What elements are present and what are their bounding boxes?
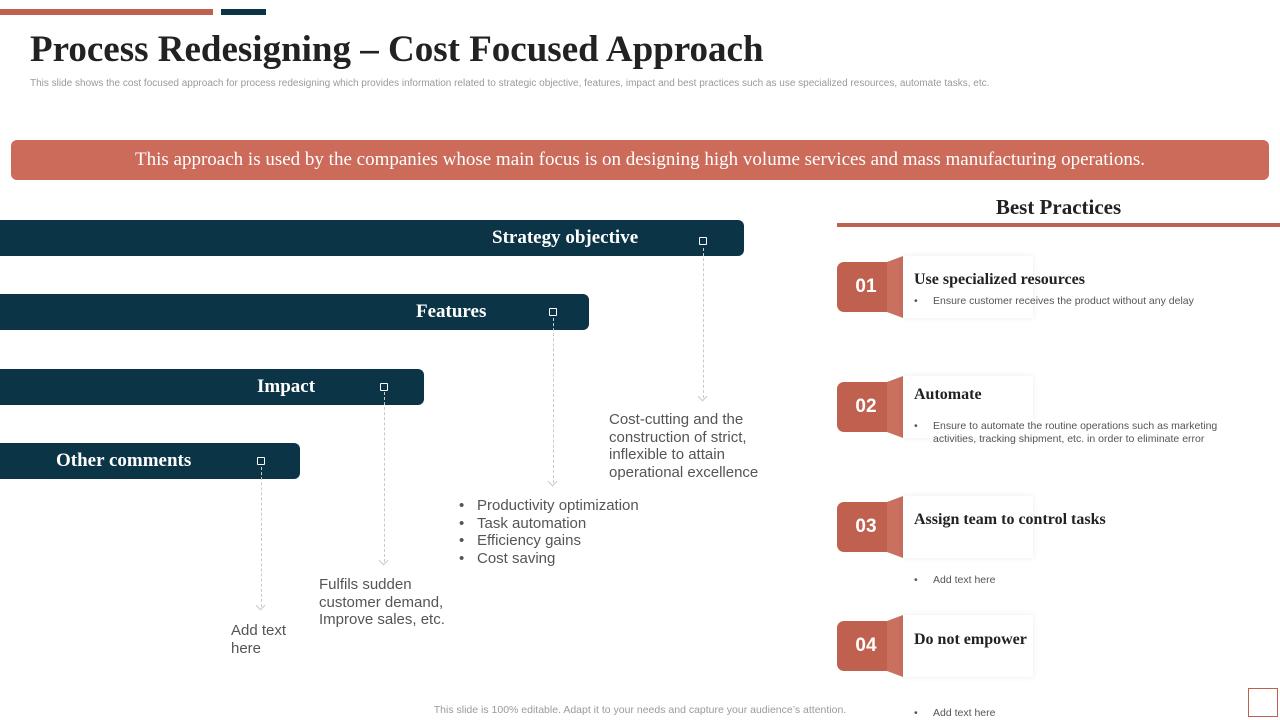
practice-number: 03 <box>837 502 895 552</box>
practice-fold <box>887 496 903 558</box>
bar-strategy-objective: Strategy objective <box>0 220 744 256</box>
note-features: Productivity optimization Task automatio… <box>459 497 679 567</box>
practice-number: 01 <box>837 262 895 312</box>
bar-label: Strategy objective <box>492 227 639 248</box>
page-subtitle: This slide shows the cost focused approa… <box>30 78 990 89</box>
connector-line <box>553 318 554 483</box>
connector-line <box>384 392 385 562</box>
practice-title: Do not empower <box>914 631 1027 648</box>
note-strategy: Cost-cutting and the construction of str… <box>609 411 759 481</box>
connector-arrow <box>378 555 389 566</box>
connector-node <box>380 383 388 391</box>
practice-number: 04 <box>837 621 895 671</box>
practice-fold <box>887 256 903 318</box>
note-other: Add text here <box>231 622 287 657</box>
practice-fold <box>887 376 903 438</box>
list-item: Efficiency gains <box>459 532 679 550</box>
practice-title: Assign team to control tasks <box>914 511 1106 528</box>
practice-desc: Ensure to automate the routine operation… <box>914 420 1263 446</box>
practice-number: 02 <box>837 382 895 432</box>
practice-card <box>903 496 1033 558</box>
practice-desc: Add text here <box>914 707 1263 720</box>
list-item: Cost saving <box>459 550 679 568</box>
connector-arrow <box>547 476 558 487</box>
practice-desc: Ensure customer receives the product wit… <box>914 295 1263 308</box>
practice-title: Use specialized resources <box>914 271 1085 288</box>
connector-line <box>261 467 262 607</box>
bar-label: Features <box>416 301 487 322</box>
page-title: Process Redesigning – Cost Focused Appro… <box>30 29 764 70</box>
bar-label: Other comments <box>56 450 192 471</box>
practice-title: Automate <box>914 386 982 403</box>
footer-note: This slide is 100% editable. Adapt it to… <box>433 704 847 716</box>
banner-text: This approach is used by the companies w… <box>135 149 1145 170</box>
bar-label: Impact <box>257 376 316 397</box>
corner-frame <box>1248 688 1278 717</box>
note-impact: Fulfils sudden customer demand, Improve … <box>319 576 445 628</box>
list-item: Productivity optimization <box>459 497 679 515</box>
practice-fold <box>887 615 903 677</box>
top-accent-bar-navy <box>221 9 266 15</box>
bar-other-comments: Other comments <box>0 443 300 479</box>
list-item: Task automation <box>459 515 679 533</box>
connector-node <box>549 308 557 316</box>
practice-desc: Add text here <box>914 574 1263 587</box>
connector-arrow <box>697 391 708 402</box>
connector-node <box>257 457 265 465</box>
bar-impact: Impact <box>0 369 424 405</box>
approach-banner: This approach is used by the companies w… <box>11 140 1269 180</box>
top-accent-bar-red <box>0 9 213 15</box>
connector-node <box>699 237 707 245</box>
connector-line <box>703 248 704 398</box>
best-practices-heading: Best Practices <box>995 195 1122 219</box>
connector-arrow <box>255 600 266 611</box>
best-practices-rule <box>837 223 1280 227</box>
bar-features: Features <box>0 294 589 330</box>
practice-card <box>903 615 1033 677</box>
